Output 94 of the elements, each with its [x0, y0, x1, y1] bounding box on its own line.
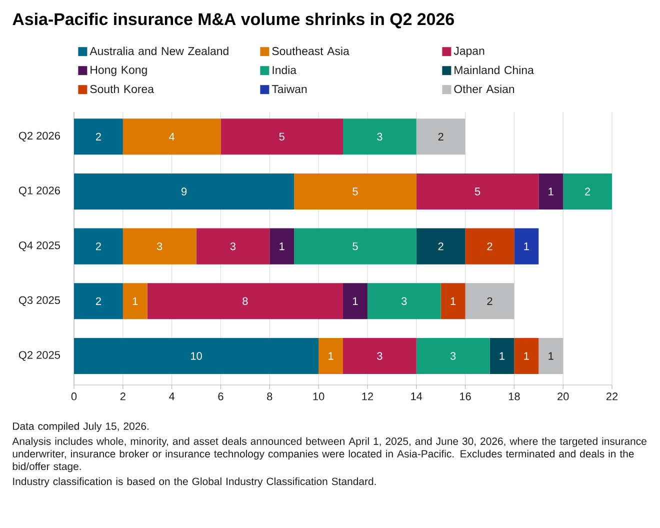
y-tick-label: Q2 2025	[18, 351, 60, 361]
data-label: 8	[242, 297, 248, 306]
y-tick-label: Q1 2026	[18, 186, 60, 196]
bar	[294, 228, 416, 264]
bar	[220, 118, 344, 155]
legend-label: Japan	[454, 46, 484, 58]
legend-label: Taiwan	[272, 84, 307, 94]
data-label: 2	[487, 297, 492, 305]
bar	[270, 228, 294, 264]
data-label: 9	[182, 188, 187, 196]
bar	[465, 228, 514, 264]
bar	[490, 338, 514, 374]
chart-title: Asia-Pacific insurance M&A volume shrinks in Q2 2026	[12, 12, 454, 28]
bar	[538, 173, 564, 210]
x-tick-label: 20	[558, 392, 569, 400]
legend-label: Australia and New Zealand	[90, 46, 228, 56]
bar	[196, 228, 270, 264]
bar	[147, 283, 344, 320]
data-label: 1	[450, 297, 456, 305]
bar	[440, 283, 466, 320]
x-tick-label: 10	[313, 392, 324, 400]
bar	[343, 283, 368, 320]
bar	[514, 338, 539, 374]
data-label: 1	[353, 297, 358, 305]
bar	[122, 228, 196, 264]
bar	[465, 283, 514, 320]
text: Analysis includes whole, minority, and asset deals announced between April 1, 2025, and June 30, 2026, where the targeted insurance underwriter, insurance broker or insurance technology companies were located in Asia-Pacific. Excludes terminated and deals in the bid/offer stage.	[12, 437, 646, 472]
data-label: 2	[96, 132, 101, 140]
bar	[514, 228, 539, 264]
data-label: 4	[169, 132, 175, 140]
data-label: 3	[402, 297, 407, 306]
bar	[74, 173, 294, 210]
bar	[74, 338, 319, 374]
data-label: 1	[548, 188, 554, 196]
bar	[538, 338, 564, 374]
data-label: 1	[328, 352, 334, 360]
data-label: 5	[279, 132, 284, 140]
data-label: 2	[96, 242, 101, 250]
x-tick-label: 6	[218, 392, 224, 400]
text: Industry classification is based on the Global Industry Classification Standard.	[13, 477, 376, 488]
y-tick-label: Q4 2025	[18, 241, 60, 252]
data-label: 3	[230, 242, 236, 250]
data-label: 1	[500, 352, 504, 360]
data-label: 5	[352, 242, 358, 250]
data-label: 2	[438, 242, 444, 250]
data-label: 1	[548, 352, 554, 360]
x-tick-label: 12	[362, 392, 374, 400]
legend-label: Southeast Asia	[272, 46, 350, 56]
data-label: 3	[450, 352, 456, 360]
data-label: 3	[377, 352, 382, 360]
bar	[563, 173, 612, 210]
x-tick-label: 2	[120, 392, 126, 400]
data-label: 1	[524, 352, 529, 360]
x-tick-label: 18	[508, 392, 520, 400]
data-label: 3	[156, 242, 162, 250]
data-label: 1	[132, 297, 138, 305]
bar	[416, 173, 539, 210]
x-tick-label: 22	[606, 392, 618, 400]
bar	[343, 118, 416, 155]
y-tick-label: Q3 2025	[18, 296, 60, 306]
x-tick-label: 8	[267, 392, 272, 400]
bar	[318, 338, 344, 374]
legend-label: India	[272, 66, 297, 74]
bar	[74, 228, 123, 264]
x-tick-label: 14	[411, 392, 422, 400]
legend-label: Hong Kong	[90, 66, 147, 76]
bar	[74, 118, 123, 155]
legend-label: South Korea	[90, 84, 154, 94]
bar	[416, 228, 466, 264]
data-label: 5	[352, 188, 358, 196]
data-label: 2	[96, 297, 101, 305]
data-label: 2	[585, 188, 590, 196]
legend-label: Mainland China	[454, 66, 534, 74]
bar	[416, 118, 466, 155]
x-tick-label: 16	[460, 392, 471, 400]
bar	[367, 283, 441, 320]
data-label: 2	[487, 242, 492, 250]
y-tick-label: Q2 2026	[18, 132, 60, 142]
bar	[416, 338, 490, 374]
data-label: 5	[474, 188, 480, 196]
data-label: 10	[191, 352, 202, 360]
bar	[343, 338, 416, 374]
bar	[122, 283, 148, 320]
data-label: 1	[524, 242, 529, 250]
data-label: 3	[377, 132, 382, 141]
x-tick-label: 0	[71, 392, 77, 400]
bar	[294, 173, 416, 210]
text: Data compiled July 15, 2026.	[13, 422, 148, 432]
data-label: 2	[438, 132, 444, 140]
x-tick-label: 4	[169, 392, 175, 400]
data-label: 1	[280, 242, 284, 250]
legend-label: Other Asian	[454, 84, 514, 94]
bar	[74, 283, 123, 320]
bar	[122, 118, 221, 155]
